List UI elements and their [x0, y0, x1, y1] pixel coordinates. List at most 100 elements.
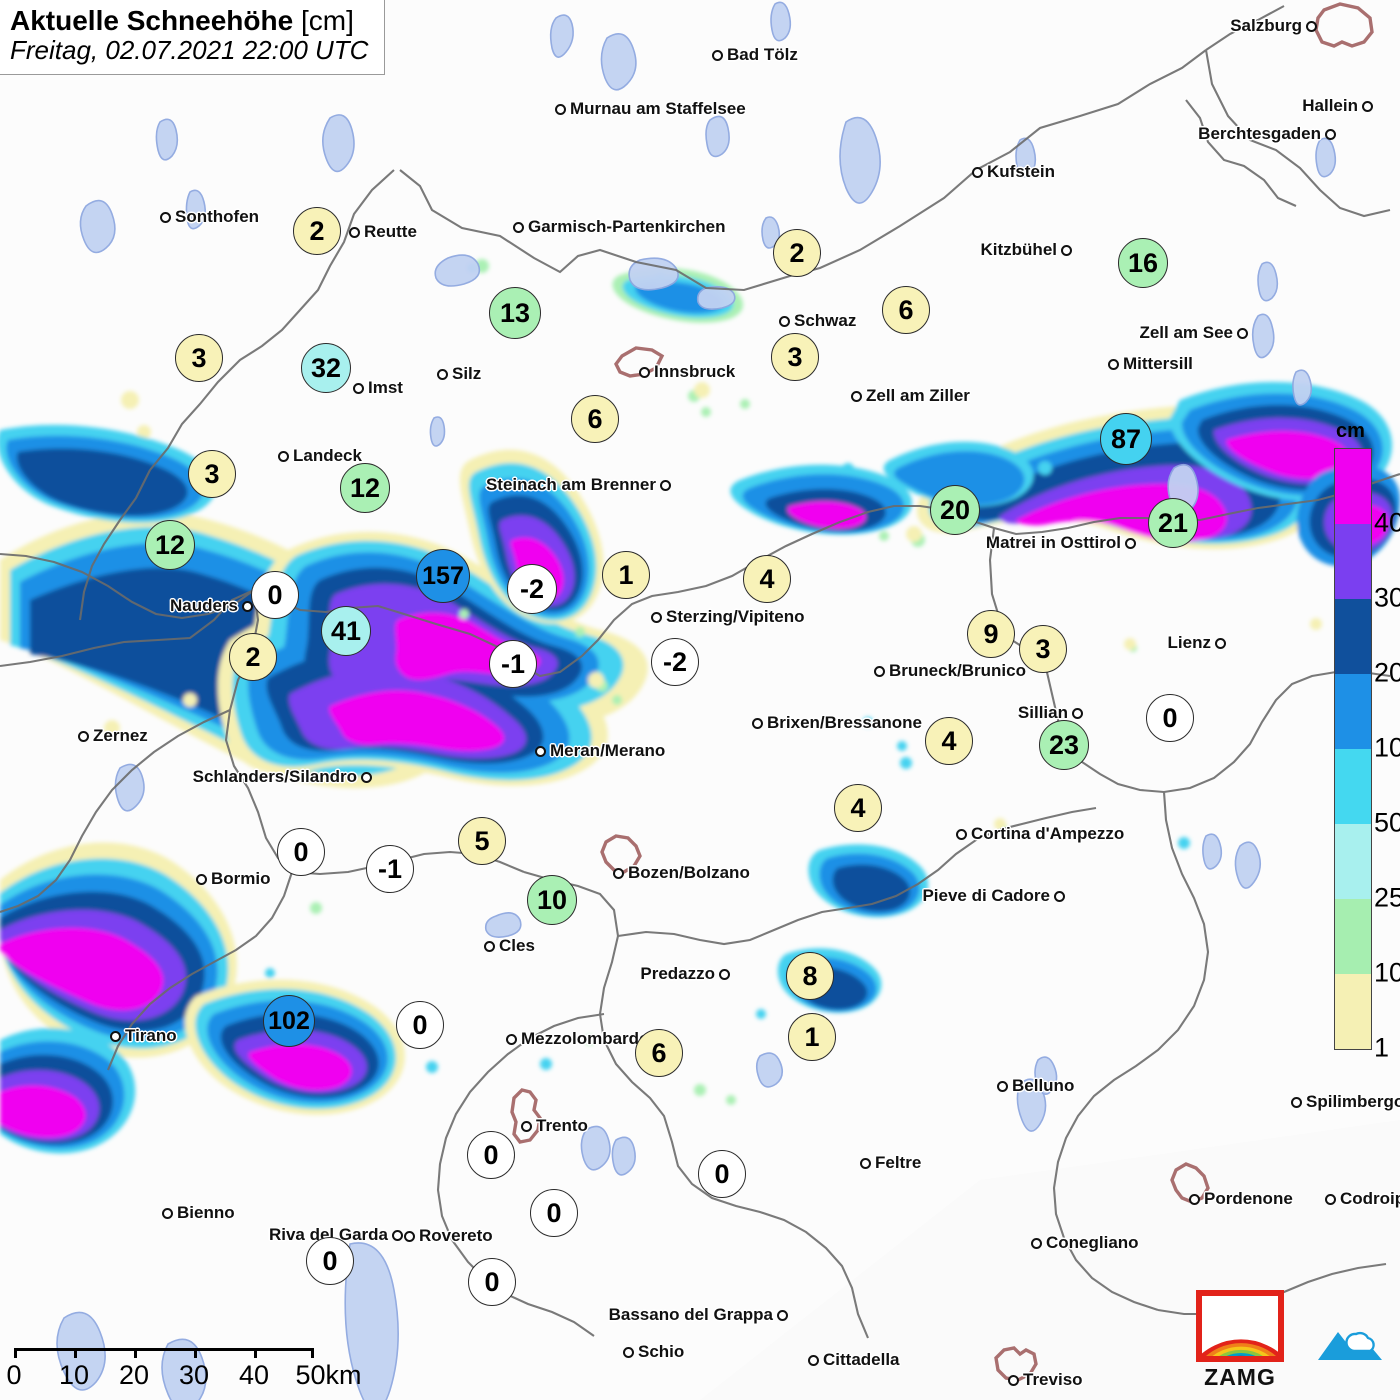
station-value-marker[interactable]: 0 — [1146, 694, 1194, 742]
legend-tick-label: 50 — [1374, 807, 1400, 838]
station-value-marker[interactable]: 0 — [306, 1237, 354, 1285]
city-name: Kufstein — [987, 162, 1055, 181]
station-value: 0 — [293, 836, 309, 867]
station-value-marker[interactable]: 2 — [293, 207, 341, 255]
station-value-marker[interactable]: -2 — [651, 638, 699, 686]
station-value-marker[interactable]: 20 — [930, 485, 980, 535]
city-label: Matrei in Osttirol — [986, 533, 1136, 553]
station-value-marker[interactable]: 2 — [773, 229, 821, 277]
station-value-marker[interactable]: 5 — [458, 817, 506, 865]
station-value-marker[interactable]: 10 — [527, 875, 577, 925]
station-value: 41 — [330, 615, 362, 646]
city-marker-icon — [1031, 1237, 1042, 1249]
station-value-marker[interactable]: 1 — [602, 551, 650, 599]
legend-band — [1335, 524, 1371, 599]
station-value-marker[interactable]: 12 — [145, 520, 195, 570]
station-value-marker[interactable]: 21 — [1148, 498, 1198, 548]
zamg-wordmark: ZAMG — [1204, 1364, 1276, 1390]
station-value-marker[interactable]: 0 — [277, 828, 325, 876]
station-value-marker[interactable]: 8 — [786, 952, 834, 1000]
station-value-marker[interactable]: 9 — [967, 610, 1015, 658]
station-value-marker[interactable]: 3 — [1019, 625, 1067, 673]
legend-tick-label: 25 — [1374, 882, 1400, 913]
station-value-marker[interactable]: 0 — [467, 1131, 515, 1179]
station-value: 0 — [267, 579, 283, 610]
station-value: 13 — [499, 297, 531, 328]
station-value-marker[interactable]: 23 — [1039, 720, 1089, 770]
station-value-marker[interactable]: 87 — [1100, 413, 1152, 465]
station-value-marker[interactable]: 13 — [489, 287, 541, 339]
city-name: Garmisch-Partenkirchen — [528, 217, 726, 236]
legend-band — [1335, 674, 1371, 749]
station-value-marker[interactable]: 0 — [698, 1150, 746, 1198]
station-value-marker[interactable]: -1 — [489, 640, 537, 688]
city-label: Brixen/Bressanone — [752, 713, 922, 733]
city-name: Reutte — [364, 222, 417, 241]
city-name: Bormio — [211, 869, 271, 888]
city-name: Schwaz — [794, 311, 857, 330]
page-title: Aktuelle Schneehöhe [cm] — [10, 5, 368, 36]
scale-label: 0 — [6, 1360, 22, 1390]
city-label: Bienno — [162, 1203, 235, 1223]
city-marker-icon — [639, 366, 650, 378]
station-value-marker[interactable]: 6 — [571, 395, 619, 443]
station-value: 10 — [536, 884, 568, 915]
station-value-marker[interactable]: 3 — [188, 450, 236, 498]
station-value-marker[interactable]: 1 — [788, 1013, 836, 1061]
station-value-marker[interactable]: -2 — [507, 564, 557, 614]
city-marker-icon — [437, 368, 448, 380]
station-value-marker[interactable]: 157 — [416, 549, 470, 603]
station-value-marker[interactable]: 16 — [1118, 238, 1168, 288]
station-value: 0 — [483, 1139, 499, 1170]
station-value-marker[interactable]: 4 — [743, 555, 791, 603]
city-name: Meran/Merano — [550, 741, 666, 760]
city-label: Silz — [437, 364, 481, 384]
city-marker-icon — [1215, 637, 1226, 649]
station-value-marker[interactable]: 0 — [396, 1001, 444, 1049]
station-value: 2 — [789, 237, 805, 268]
station-value-marker[interactable]: 4 — [834, 784, 882, 832]
station-value-marker[interactable]: 2 — [229, 633, 277, 681]
city-name: Imst — [368, 378, 403, 397]
station-value: 6 — [651, 1037, 667, 1068]
city-name: Nauders — [169, 596, 238, 615]
city-label: Hallein — [1302, 96, 1373, 116]
station-value: 20 — [939, 494, 971, 525]
station-value-marker[interactable]: -1 — [366, 845, 414, 893]
station-value-marker[interactable]: 3 — [175, 334, 223, 382]
station-value: 5 — [474, 825, 490, 856]
city-name: Cles — [499, 936, 535, 955]
city-name: Brixen/Bressanone — [767, 713, 922, 732]
station-value-marker[interactable]: 41 — [321, 606, 371, 656]
city-marker-icon — [404, 1230, 415, 1242]
city-label: Sonthofen — [160, 207, 259, 227]
city-label: Schio — [623, 1342, 684, 1362]
station-value-marker[interactable]: 0 — [468, 1258, 516, 1306]
city-marker-icon — [349, 226, 360, 238]
city-name: Feltre — [875, 1153, 922, 1172]
legend-tick-label: 200 — [1374, 657, 1400, 688]
zamg-logo: ZAMG — [1196, 1290, 1284, 1391]
city-name: Lienz — [1167, 633, 1211, 652]
station-value-marker[interactable]: 6 — [635, 1029, 683, 1077]
city-name: Pordenone — [1204, 1189, 1293, 1208]
station-value-marker[interactable]: 0 — [530, 1189, 578, 1237]
city-marker-icon — [874, 665, 885, 677]
city-marker-icon — [997, 1080, 1008, 1092]
station-value-marker[interactable]: 6 — [882, 286, 930, 334]
station-value: 1 — [618, 559, 634, 590]
station-value-marker[interactable]: 3 — [771, 333, 819, 381]
city-name: Kitzbühel — [980, 240, 1058, 259]
scale-label: 10 — [58, 1360, 90, 1390]
station-value-marker[interactable]: 12 — [340, 463, 390, 513]
station-value-marker[interactable]: 4 — [925, 717, 973, 765]
city-marker-icon — [777, 1309, 788, 1321]
station-value-marker[interactable]: 0 — [251, 571, 299, 619]
station-value-marker[interactable]: 32 — [301, 343, 351, 393]
station-value-marker[interactable]: 102 — [263, 995, 315, 1047]
station-value: 2 — [309, 215, 325, 246]
scale-label: 40 — [238, 1360, 270, 1390]
city-label: Rovereto — [404, 1226, 493, 1246]
legend-band — [1335, 449, 1371, 524]
